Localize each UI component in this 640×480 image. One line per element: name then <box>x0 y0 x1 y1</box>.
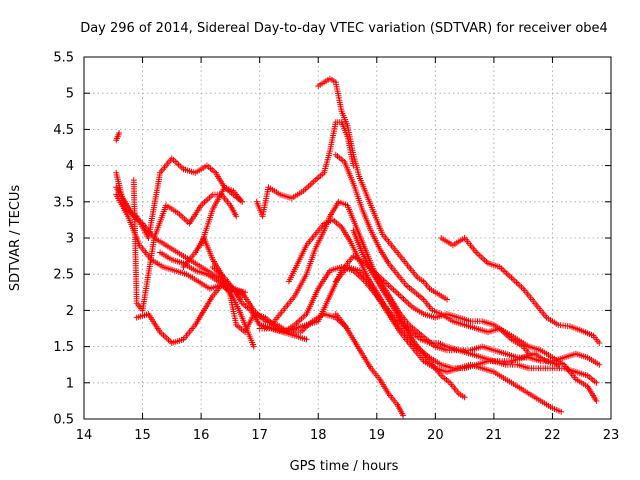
y-tick-label: 5 <box>66 87 74 102</box>
marker-track <box>130 177 240 314</box>
y-tick-label: 1 <box>66 376 74 391</box>
x-tick-label: 14 <box>76 428 93 443</box>
marker-track <box>256 253 600 404</box>
y-tick-label: 4 <box>66 159 74 174</box>
y-tick-label: 2 <box>66 304 74 319</box>
plot-frame <box>83 56 612 420</box>
y-tick-label: 0.5 <box>53 413 74 428</box>
series-track-18 <box>256 253 600 404</box>
series-track-19 <box>256 264 565 415</box>
y-axis-title: SDTVAR / TECUs <box>8 185 23 292</box>
x-tick-label: 15 <box>134 428 151 443</box>
marker-track <box>332 311 407 419</box>
x-tick-label: 23 <box>603 428 620 443</box>
x-tick-label: 18 <box>310 428 327 443</box>
x-tick-label: 22 <box>544 428 561 443</box>
x-tick-label: 20 <box>427 428 444 443</box>
series-track-21 <box>350 227 468 401</box>
x-tick-label: 21 <box>486 428 503 443</box>
axis-ticks: 14 15 16 17 18 19 20 21 22 23 0.5 1 1.5 2 2.5 3 3.5 4 4.5 5… <box>53 51 619 444</box>
series-track-20 <box>332 311 407 419</box>
marker-track <box>350 227 468 401</box>
x-tick-label: 16 <box>193 428 210 443</box>
series-track-16 <box>285 216 562 372</box>
series-track-4 <box>113 130 123 144</box>
marker-track <box>113 130 123 144</box>
marker-track <box>315 75 450 303</box>
y-tick-label: 5.5 <box>53 51 74 66</box>
marker-track <box>256 264 565 415</box>
series-track-13 <box>438 235 603 346</box>
chart-title: Day 296 of 2014, Sidereal Day-to-day VTE… <box>80 21 608 36</box>
y-tick-label: 1.5 <box>53 340 74 355</box>
y-tick-label: 4.5 <box>53 123 74 138</box>
marker-track <box>198 184 246 249</box>
x-tick-label: 19 <box>369 428 386 443</box>
y-tick-label: 3.5 <box>53 195 74 210</box>
series-track-12 <box>315 75 450 303</box>
x-axis-title: GPS time / hours <box>290 459 399 474</box>
y-tick-label: 2.5 <box>53 268 74 283</box>
series-track-5 <box>130 177 240 314</box>
x-tick-label: 17 <box>251 428 268 443</box>
marker-track <box>285 216 562 372</box>
marker-track <box>438 235 603 346</box>
y-tick-label: 3 <box>66 232 74 247</box>
series-track-10 <box>198 184 246 249</box>
data-marks <box>113 75 603 419</box>
